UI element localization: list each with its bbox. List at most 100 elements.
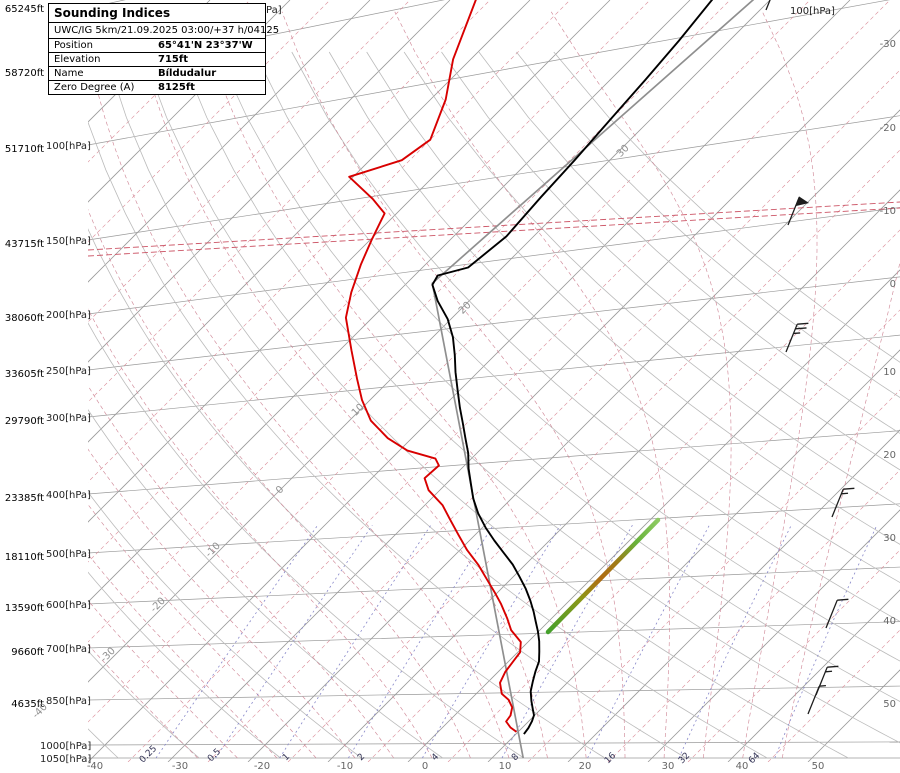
dewpoint-trace[interactable]	[344, 0, 522, 733]
dry-adiabat	[88, 650, 200, 759]
dry-adiabat	[88, 409, 443, 759]
info-label: Zero Degree (A)	[54, 82, 135, 93]
dry-adiabat	[441, 51, 900, 471]
moist-adiabat	[88, 643, 198, 759]
tropopause-line	[88, 207, 900, 257]
adiabat-label: -20	[149, 596, 168, 615]
parcel-highlight-segment	[545, 517, 661, 635]
temp-label-right: 50	[883, 699, 896, 710]
moist-adiabat	[88, 448, 356, 759]
temp-label-right: 10	[883, 367, 896, 378]
dry-adiabat	[141, 51, 849, 759]
pressure-label: 200[hPa]	[46, 310, 91, 321]
altitude-label: 9660ft	[11, 647, 44, 658]
info-label: Position	[54, 40, 93, 51]
info-value: 8125ft	[158, 82, 195, 93]
isotherm-intermediate-line	[767, 629, 900, 762]
mixing-ratio-label: 4	[430, 752, 441, 763]
altitude-label: 23385ft	[5, 493, 44, 504]
wind-barb	[807, 685, 826, 715]
dry-adiabat	[328, 51, 900, 583]
isotherm-line	[647, 509, 900, 762]
moist-adiabat	[781, 261, 900, 759]
isotherm-intermediate-line	[88, 0, 811, 723]
isotherm-line	[88, 0, 451, 363]
mixing-ratio-line	[422, 524, 561, 759]
temp-label-right: -10	[880, 206, 896, 217]
temp-label-bottom: 0	[422, 761, 428, 772]
tropopause-line	[88, 201, 900, 251]
isotherm-line	[727, 589, 900, 762]
pressure-label: 850[hPa]	[46, 696, 91, 707]
moist-adiabat	[742, 11, 818, 759]
adiabat-label: -30	[99, 646, 118, 665]
info-value: Bíldudalur	[158, 68, 217, 79]
dry-adiabat	[104, 51, 768, 759]
temperature-trace[interactable]	[431, 0, 714, 735]
temp-label-right: 40	[883, 616, 896, 627]
altitude-label: 38060ft	[5, 313, 44, 324]
info-row-elevation: Elevation 715ft	[49, 53, 265, 67]
dry-adiabat	[216, 51, 900, 702]
dry-adiabat	[478, 51, 900, 434]
isotherm-intermediate-line	[607, 469, 900, 762]
floating-pressure-label: 100[hPa]	[790, 6, 835, 17]
temp-label-right: 0	[890, 279, 896, 290]
wind-barb	[765, 0, 778, 11]
isotherm-line	[487, 349, 900, 762]
pressure-label: 1000[hPa]	[40, 741, 91, 752]
dry-adiabat	[88, 322, 525, 759]
altitude-label: 33605ft	[5, 369, 44, 380]
wind-barb	[825, 598, 849, 629]
mixing-ratio-line	[348, 524, 494, 759]
moist-adiabat	[550, 11, 732, 759]
isotherm-intermediate-line	[88, 0, 571, 483]
floating-pressure-label: Pa]	[266, 5, 282, 16]
info-label: Name	[54, 68, 84, 79]
wind-barb	[785, 322, 809, 353]
dry-adiabat	[179, 51, 900, 744]
isobar-line	[88, 503, 900, 554]
isotherm-line	[88, 0, 531, 443]
wind-barb	[815, 665, 839, 696]
moist-adiabat	[88, 208, 471, 759]
isotherm-line	[88, 0, 691, 603]
temp-label-bottom: 30	[662, 761, 675, 772]
info-row-position: Position 65°41'N 23°37'W	[49, 39, 265, 53]
isotherm-intermediate-line	[88, 0, 251, 163]
temp-label-bottom: 40	[736, 761, 749, 772]
reference-trace[interactable]	[431, 0, 755, 759]
isobar-line	[88, 207, 900, 315]
isotherm-intermediate-line	[88, 0, 331, 243]
isotherm-intermediate-line	[88, 0, 651, 563]
info-row-z ero-degree: Zero Degree (A) 8125ft	[49, 81, 265, 94]
moist-adiabat	[197, 11, 587, 759]
pressure-label: 500[hPa]	[46, 549, 91, 560]
temp-label-right: -20	[880, 123, 896, 134]
pressure-label: 250[hPa]	[46, 366, 91, 377]
temp-label-bottom: -30	[172, 761, 188, 772]
model-run-line: UWC/IG 5km/21.09.2025 03:00/+37 h/04125	[49, 23, 279, 39]
isobar-line	[88, 430, 900, 495]
pressure-label: 150[hPa]	[46, 236, 91, 247]
dry-adiabat	[88, 228, 606, 759]
info-label: Elevation	[54, 54, 101, 65]
mixing-ratio-label: 64	[747, 751, 762, 766]
mixing-ratio-label: 2	[356, 752, 367, 763]
temp-label-bottom: 50	[812, 761, 825, 772]
dry-adiabat	[291, 51, 900, 622]
isotherm-line	[88, 0, 611, 523]
wind-barb	[831, 487, 855, 518]
info-value: 65°41'N 23°37'W	[158, 40, 253, 51]
moist-adiabat	[281, 11, 626, 758]
altitude-label: 58720ft	[5, 68, 44, 79]
isotherm-intermediate-line	[127, 0, 891, 762]
isotherm-intermediate-line	[88, 0, 491, 403]
pressure-label: 300[hPa]	[46, 413, 91, 424]
mixing-ratio-line	[678, 525, 792, 759]
isotherm-line	[88, 0, 371, 283]
temp-label-bottom: -20	[254, 761, 270, 772]
